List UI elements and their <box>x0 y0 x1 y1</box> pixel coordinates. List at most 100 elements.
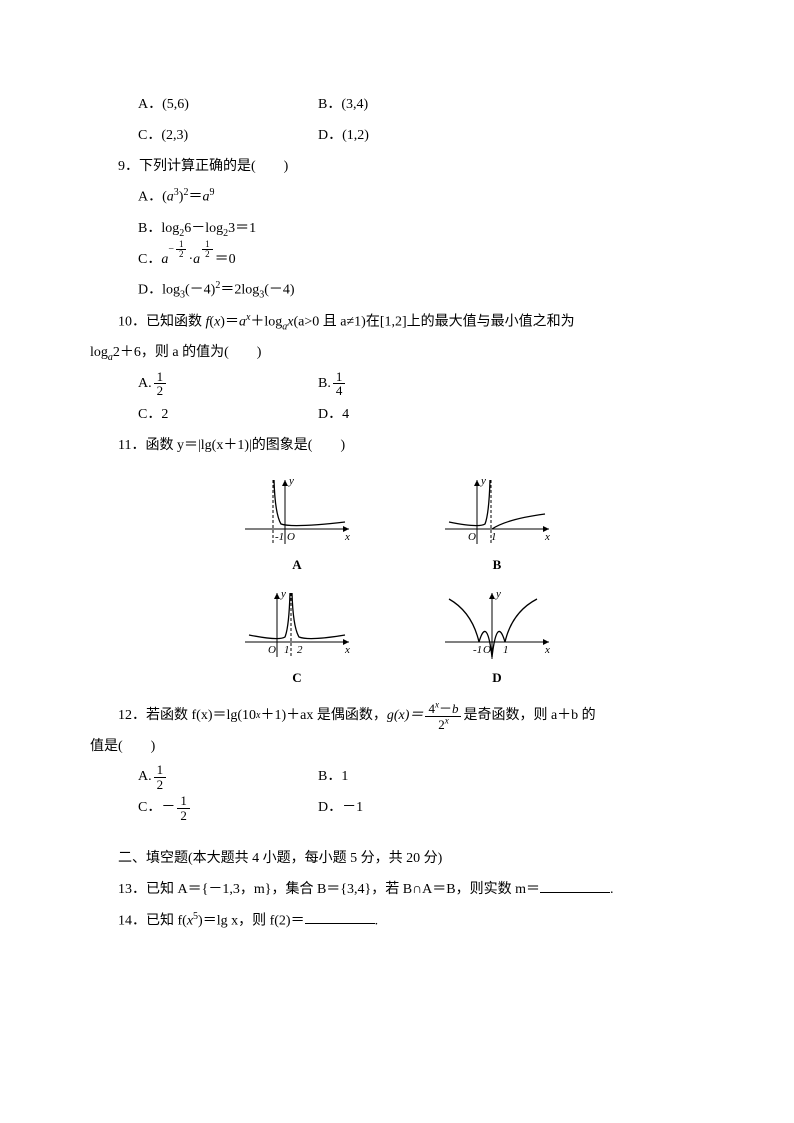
q12c-d: 2 <box>177 808 190 823</box>
gd-y: y <box>495 588 501 600</box>
q9c-a2: a <box>193 245 200 276</box>
q12-den: 2x <box>438 717 449 732</box>
ga-o: O <box>287 531 295 543</box>
gc-2: 2 <box>297 644 303 656</box>
q12-pre: 12．若函数 f(x)＝lg(10 <box>118 701 256 732</box>
gc-1: 1 <box>284 644 290 656</box>
graph-c-label: C <box>237 664 357 693</box>
q10-opt-c: C．2 <box>138 400 318 431</box>
q9-opt-c: C． a−12 · a12 ＝0 <box>90 245 704 276</box>
q14-end: . <box>375 913 379 928</box>
gc-o: O <box>268 644 276 656</box>
q10-cond: (a>0 且 a≠1)在[1,2]上的最大值与最小值之和为 <box>294 315 575 330</box>
q9b-post: 3＝1 <box>228 221 256 236</box>
q12-row1: A.12 B．1 <box>90 762 704 793</box>
graph-a: -1 O x y A <box>237 474 357 580</box>
q9d-m2: ＝2log <box>220 283 259 298</box>
graph-d-label: D <box>437 664 557 693</box>
q10-l2post: 2＋6，则 a 的值为( ) <box>113 345 262 360</box>
q12-m2: 是奇函数，则 a＋b 的 <box>463 701 595 732</box>
q10a-l: A. <box>138 376 152 391</box>
q13-stem: 13．已知 A＝{－1,3，m}，集合 B＝{3,4}，若 B∩A＝B，则实数 … <box>118 882 540 897</box>
q10b-l: B. <box>318 376 331 391</box>
q9c-e2d: 2 <box>202 249 213 259</box>
q10-pre: 10．已知函数 <box>118 315 206 330</box>
q10-plus: ＋log <box>250 315 282 330</box>
q12c-l: C．－ <box>138 800 175 815</box>
q8-opt-a: A．(5,6) <box>138 90 318 121</box>
q12a-d: 2 <box>154 777 167 792</box>
q10b-n: 1 <box>333 370 346 384</box>
q9-stem: 9．下列计算正确的是( ) <box>90 152 704 183</box>
q8-opt-c: C．(2,3) <box>138 121 318 152</box>
q10-a: a <box>239 315 246 330</box>
gb-y: y <box>480 475 486 487</box>
q8-row1: A．(5,6) B．(3,4) <box>90 90 704 121</box>
q9d-pre: D．log <box>138 283 180 298</box>
gb-x: x <box>544 531 550 543</box>
ga-y: y <box>288 475 294 487</box>
gd-o: O <box>483 644 491 656</box>
graph-b-label: B <box>437 551 557 580</box>
q9a-a1: a <box>167 190 174 205</box>
graph-c: O 1 2 x y C <box>237 587 357 693</box>
gd-1: 1 <box>503 644 509 656</box>
q13-end: . <box>610 882 614 897</box>
q9-opt-d: D．log3(－4)2＝2log3(－4) <box>90 275 704 306</box>
gd-x: x <box>544 644 550 656</box>
q12-stem-l1: 12．若函数 f(x)＝lg(10 x＋1)＋ax 是偶函数，g(x)＝ 4x－… <box>90 701 704 732</box>
q10b-d: 4 <box>333 383 346 398</box>
q12-frac: 4x－b 2x <box>425 701 461 732</box>
q12-g: g(x)＝ <box>387 701 424 732</box>
q10-opt-a: A.12 <box>138 369 318 400</box>
gb-o: O <box>468 531 476 543</box>
q12a-n: 1 <box>154 763 167 777</box>
q10-stem-l1: 10．已知函数 f(x)＝ax＋logax(a>0 且 a≠1)在[1,2]上的… <box>90 307 704 338</box>
q8-row2: C．(2,3) D．(1,2) <box>90 121 704 152</box>
section2-title: 二、填空题(本大题共 4 小题，每小题 5 分，共 20 分) <box>90 844 704 875</box>
graph-d: -1 O 1 x y D <box>437 587 557 693</box>
q12-opt-a: A.12 <box>138 762 318 793</box>
q11-stem: 11．函数 y＝|lg(x＋1)|的图象是( ) <box>90 431 704 462</box>
q13-blank <box>540 878 610 893</box>
q12-m1: ＋1)＋ax 是偶函数， <box>261 701 387 732</box>
q10-opt-b: B.14 <box>318 369 347 400</box>
gc-x: x <box>344 644 350 656</box>
q13: 13．已知 A＝{－1,3，m}，集合 B＝{3,4}，若 B∩A＝B，则实数 … <box>90 875 704 906</box>
q9c-e1n: 1 <box>176 240 187 249</box>
q9a-s3: 9 <box>209 187 214 198</box>
q9-opt-a: A．(a3)2＝a9 <box>90 182 704 213</box>
gc-y: y <box>280 588 286 600</box>
graph-a-label: A <box>237 551 357 580</box>
q8-opt-b: B．(3,4) <box>318 90 368 121</box>
q9d-post: (－4) <box>264 283 294 298</box>
q12-opt-c: C．－12 <box>138 793 318 824</box>
q12-stem-l2: 值是( ) <box>90 732 704 763</box>
gd-m1: -1 <box>473 644 482 656</box>
ga-m1: -1 <box>275 531 284 543</box>
q10a-d: 2 <box>154 383 167 398</box>
q14-blank <box>305 909 375 924</box>
ga-x: x <box>344 531 350 543</box>
q14-mid: )＝lg x，则 f(2)＝ <box>198 913 305 928</box>
q9b-mid: 6－log <box>184 221 223 236</box>
q9c-e2n: 1 <box>202 240 213 249</box>
q9a-pre: A．( <box>138 190 167 205</box>
q10-opt-d: D．4 <box>318 400 349 431</box>
q9a-eq: ＝ <box>188 190 202 205</box>
q9b-pre: B．log <box>138 221 179 236</box>
q11-graphs: -1 O x y A O 1 x y <box>90 468 704 695</box>
q8-opt-d: D．(1,2) <box>318 121 369 152</box>
q10a-n: 1 <box>154 370 167 384</box>
q12-opt-b: B．1 <box>318 762 348 793</box>
graph-b: O 1 x y B <box>437 474 557 580</box>
q12-opt-d: D．－1 <box>318 793 363 824</box>
q9c-eq: ＝0 <box>215 245 236 276</box>
q9c-a1: a <box>161 245 168 276</box>
q9c-e1d: 2 <box>176 249 187 259</box>
q14: 14．已知 f(x5)＝lg x，则 f(2)＝. <box>90 906 704 937</box>
q10-p2: )＝ <box>220 315 239 330</box>
gb-1: 1 <box>491 531 497 543</box>
q14-pre: 14．已知 f( <box>118 913 187 928</box>
q9d-m1: (－4) <box>185 283 215 298</box>
